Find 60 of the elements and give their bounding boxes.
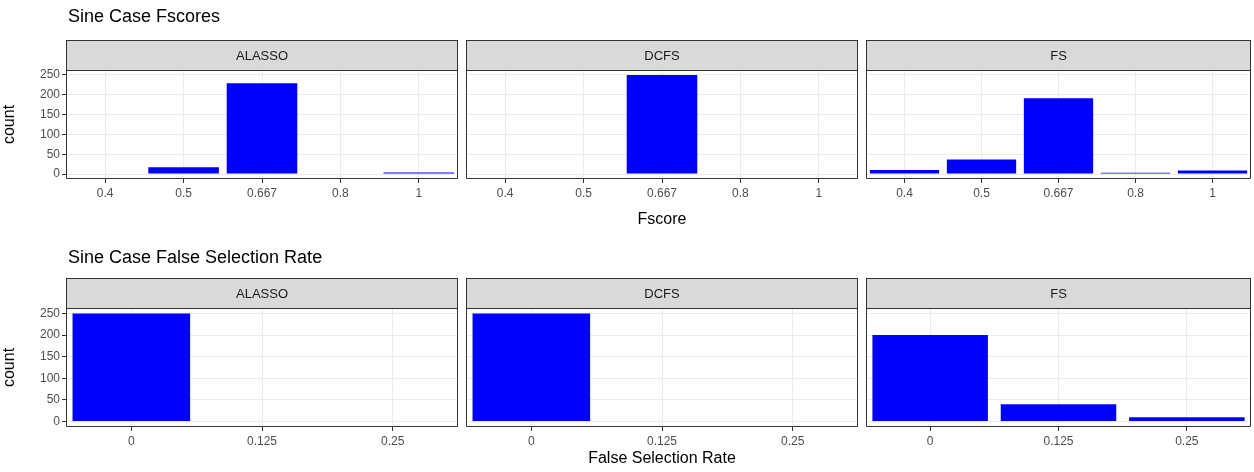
x-tick-label: 0.25 — [1175, 433, 1199, 448]
x-tick-label: 0.8 — [1127, 185, 1145, 200]
chart-subtitle: DCFS — [644, 286, 680, 301]
facet-strip: ALASSO — [66, 278, 458, 309]
x-tick-label: 0.8 — [332, 185, 350, 200]
x-tick-label: 1 — [415, 185, 423, 200]
bar — [148, 167, 219, 174]
y-tick-label: 200 — [39, 327, 61, 342]
x-tick-label: 1 — [1209, 185, 1217, 200]
x-tick-label: 0.25 — [780, 433, 805, 448]
x-tick-label: 0.667 — [1043, 185, 1074, 200]
chart-subtitle: FS — [1050, 286, 1067, 301]
x-tick-label: 0.4 — [96, 185, 114, 200]
chart-title: Sine Case False Selection Rate — [68, 247, 323, 268]
x-tick-label: 0.8 — [732, 185, 750, 200]
y-axis-title: count — [0, 347, 18, 388]
x-axis-title: False Selection Rate — [587, 449, 737, 467]
chart-subtitle: FS — [1050, 48, 1067, 63]
y-tick-label: 0 — [53, 413, 61, 428]
bar — [869, 170, 940, 174]
y-tick-label: 250 — [39, 305, 61, 320]
y-tick-label: 100 — [39, 126, 61, 141]
y-tick-label: 50 — [46, 146, 61, 161]
y-tick-label: 50 — [46, 392, 61, 407]
chart-subtitle: ALASSO — [235, 48, 289, 63]
chart-title: Sine Case Fscores — [68, 6, 221, 27]
chart-subtitle: DCFS — [644, 48, 680, 63]
x-tick-label: 0.5 — [575, 185, 593, 200]
bar — [226, 83, 298, 174]
x-tick-label: 0.25 — [380, 433, 405, 448]
y-tick-label: 100 — [39, 370, 61, 385]
x-tick-label: 0.4 — [496, 185, 514, 200]
bar — [1023, 98, 1094, 174]
x-tick-label: 0.125 — [246, 433, 278, 448]
x-tick-label: 0.5 — [973, 185, 991, 200]
facet-strip: FS — [866, 40, 1251, 71]
x-tick-label: 0.5 — [175, 185, 193, 200]
facet-strip: ALASSO — [66, 40, 458, 71]
y-tick-label: 150 — [39, 106, 61, 121]
x-tick-label: 0.667 — [646, 185, 678, 200]
x-axis-title: Fscore — [636, 210, 688, 228]
y-axis-title: count — [0, 104, 18, 145]
x-tick-label: 0.4 — [896, 185, 914, 200]
x-tick-label: 0 — [926, 433, 934, 448]
y-tick-label: 250 — [39, 67, 61, 82]
facet-strip: DCFS — [466, 40, 858, 71]
y-tick-label: 150 — [39, 348, 61, 363]
bar — [1177, 170, 1248, 174]
facet-strip: DCFS — [466, 278, 858, 309]
y-tick-label: 200 — [39, 87, 61, 102]
x-tick-label: 1 — [815, 185, 823, 200]
x-tick-label: 0.125 — [646, 433, 678, 448]
x-tick-label: 0.125 — [1043, 433, 1074, 448]
chart-subtitle: ALASSO — [235, 286, 289, 301]
bar — [946, 159, 1017, 174]
x-tick-label: 0 — [127, 433, 135, 448]
y-tick-label: 0 — [53, 166, 61, 181]
facet-strip: FS — [866, 278, 1251, 309]
x-tick-label: 0.667 — [246, 185, 278, 200]
x-tick-label: 0 — [527, 433, 535, 448]
